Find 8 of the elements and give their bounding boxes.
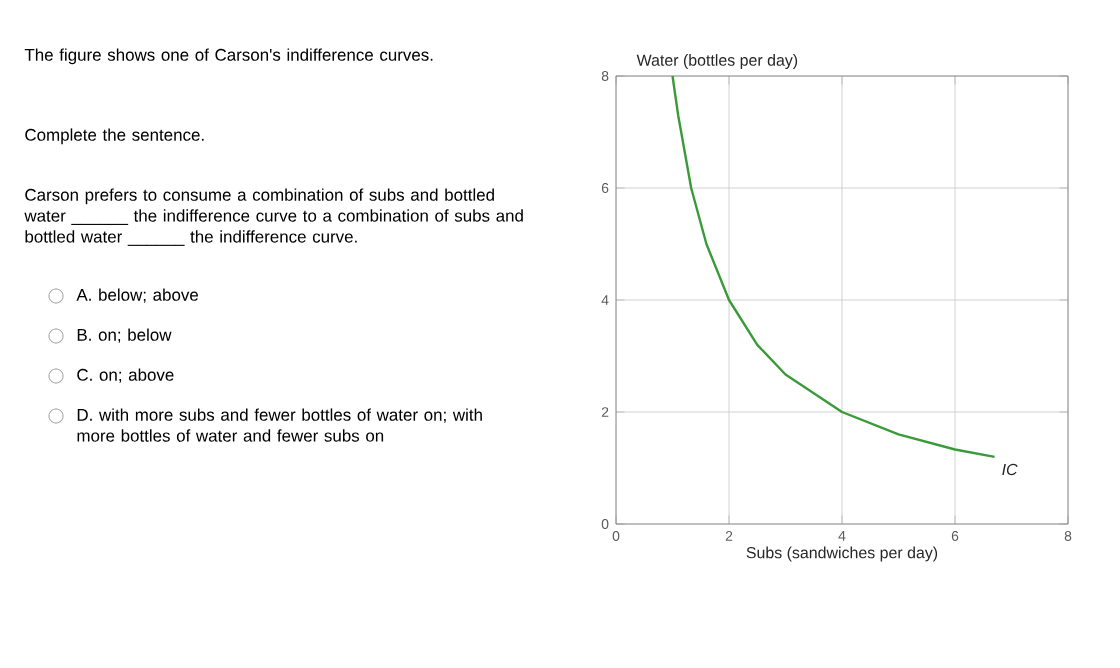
line-series bbox=[671, 74, 996, 458]
text: D. with more subs and fewer bottles of water on; with more bottles of water and fewer subs on bbox=[77, 408, 482, 442]
text: A. below; above bbox=[76, 288, 199, 303]
text: Complete the sentence. bbox=[25, 128, 204, 145]
text: Carson prefers to consume a combination of subs and bottled water ______ the indifference curve to a combination of subs and bottled water ______ the indifference curve. bbox=[24, 188, 523, 246]
text: B. on; below bbox=[77, 328, 172, 343]
text: C. on; above bbox=[77, 368, 174, 383]
text: The figure shows one of Carson's indifference curves. bbox=[24, 48, 433, 65]
